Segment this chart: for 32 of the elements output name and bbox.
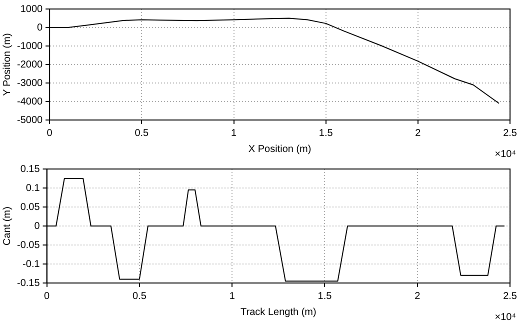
y-tick-label: -0.1	[22, 258, 40, 270]
x-tick-label: 0	[46, 128, 53, 139]
text: ×10⁴	[494, 312, 516, 323]
x-tick-label: 2.5	[503, 290, 518, 302]
x-tick-label: 0	[44, 290, 50, 302]
x-tick-label: 1.5	[318, 290, 332, 302]
y-tick-label: 0.15	[20, 164, 40, 175]
x-tick-label: 1	[230, 128, 237, 139]
text: ×10⁴	[494, 149, 516, 160]
y-tick-label: -5000	[17, 114, 44, 126]
y-tick-label: 0	[34, 220, 40, 232]
y-tick-label: -4000	[17, 96, 44, 108]
y-tick-label: 0.05	[20, 202, 40, 213]
y-axis-title: Y Position (m)	[2, 33, 13, 96]
x-tick-label: 2	[415, 128, 422, 139]
x-tick-label: 1.5	[318, 128, 334, 139]
x-tick-label: 1	[229, 290, 236, 302]
x-tick-label: 2	[414, 290, 421, 302]
x-tick-label: 0.5	[134, 128, 150, 139]
y-tick-label: -3000	[17, 78, 44, 89]
x-tick-label: 2.5	[503, 128, 518, 139]
x-tick-label: 0.5	[132, 290, 147, 302]
y-tick-label: -1000	[17, 40, 44, 52]
y-tick-label: 1000	[20, 4, 44, 15]
y-tick-label: -2000	[17, 59, 44, 70]
y-tick-label: -0.15	[16, 278, 40, 289]
x-axis-title: Track Length (m)	[240, 306, 316, 318]
x-axis-title: X Position (m)	[248, 144, 312, 155]
y-axis-title: Cant (m)	[2, 206, 13, 246]
y-tick-label: 0.1	[26, 182, 40, 194]
y-tick-label: -0.05	[16, 240, 40, 251]
y-tick-label: 0	[37, 22, 44, 34]
